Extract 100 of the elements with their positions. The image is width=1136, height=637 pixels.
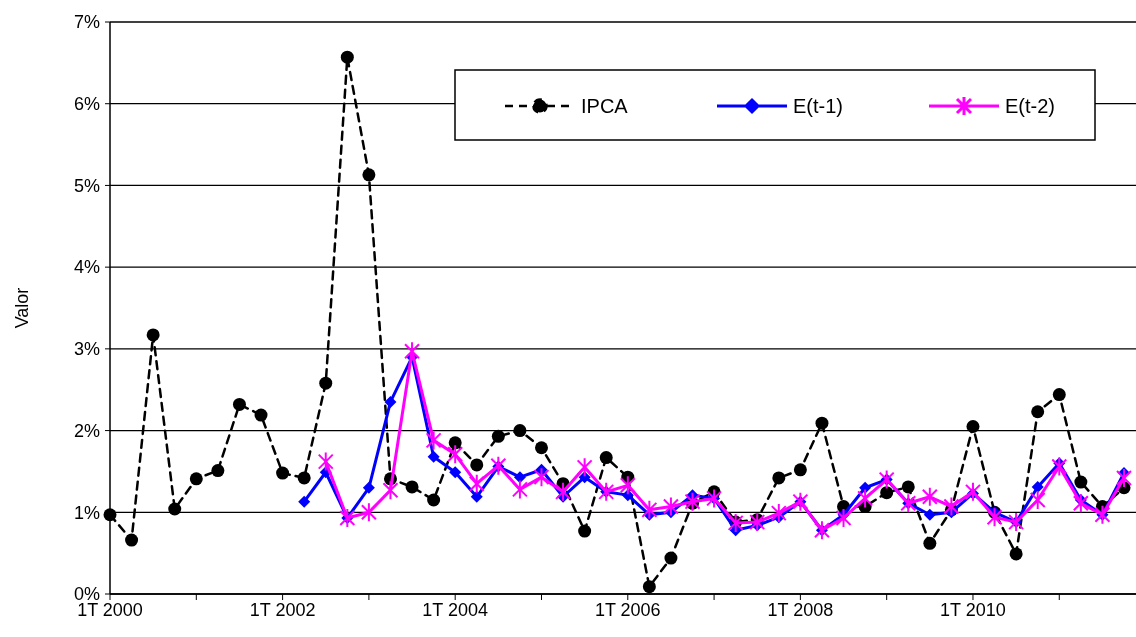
point [813,520,830,541]
point [276,466,290,480]
point [405,480,419,494]
point [513,424,527,438]
point [749,512,766,533]
point [619,475,636,496]
point [664,551,678,565]
point [490,455,507,476]
legend-key: E(t-1) [715,95,843,117]
point [319,376,333,390]
point [1116,467,1132,488]
point [1029,490,1046,511]
y-tick-label: 5% [73,175,100,196]
point [362,168,376,182]
point [232,397,246,411]
point [1009,547,1023,561]
point [900,493,917,514]
point [146,328,160,342]
point [880,486,894,500]
point [684,491,701,512]
point [1051,456,1068,477]
x-tick-label: 1T 2008 [767,600,834,620]
point [964,481,981,502]
point [339,508,356,529]
point [578,524,592,538]
point [792,491,809,512]
point [1074,475,1088,489]
point [770,503,787,524]
point [921,486,938,507]
point [384,395,397,408]
point [470,458,484,472]
point [835,508,852,529]
point [340,50,354,64]
point [1052,388,1066,402]
point [662,496,679,517]
point [511,479,528,500]
point [599,451,613,465]
point [598,481,615,502]
point [534,441,548,455]
y-tick-label: 2% [73,420,100,441]
point [513,471,526,484]
legend-label: E(t-2) [1005,95,1055,117]
x-tick-label: 1T 2000 [77,600,143,620]
point [425,430,442,451]
y-tick-label: 1% [73,502,100,523]
x-tick-label: 1T 2002 [249,600,316,620]
point [986,507,1003,528]
point [533,467,550,488]
point [878,469,895,490]
point [793,463,807,477]
x-tick-label: 1T 2010 [940,600,1006,620]
legend-label: IPCA [581,95,629,117]
point [641,499,658,520]
y-tick-label: 3% [73,339,100,360]
point [298,495,311,508]
point [943,496,960,517]
point [642,580,656,594]
point [727,512,744,533]
point [857,488,874,509]
x-tick-label: 1T 2004 [422,600,489,620]
point [382,480,399,501]
point [1031,480,1044,493]
point [103,508,117,522]
point [317,451,334,472]
legend-label: E(t-1) [793,95,843,117]
y-tick-label: 4% [73,257,100,278]
point [362,481,375,494]
point [449,466,462,479]
point [427,493,441,507]
point [491,429,505,443]
point [576,457,593,478]
point [923,536,937,550]
point [125,533,139,547]
point [470,490,483,503]
point [254,408,268,422]
point [1031,405,1045,419]
point [923,508,936,521]
point [468,473,485,494]
point [189,472,203,486]
x-tick-label: 1T 2006 [594,600,661,620]
point [1094,504,1111,525]
point [815,416,829,430]
point [706,488,723,509]
point [966,419,980,433]
point [168,502,182,516]
y-tick-label: 7% [73,12,100,33]
point [901,480,915,494]
point [448,436,462,450]
point [555,481,572,502]
point [772,471,786,485]
point [360,502,377,523]
point [297,471,311,485]
y-axis-title: Valor [12,287,32,329]
point [447,444,464,465]
point [211,464,225,478]
point [427,450,440,463]
legend-key: IPCA [503,95,628,117]
y-tick-label: 6% [73,94,100,115]
legend-key: E(t-2) [927,95,1055,117]
point [1072,493,1089,514]
